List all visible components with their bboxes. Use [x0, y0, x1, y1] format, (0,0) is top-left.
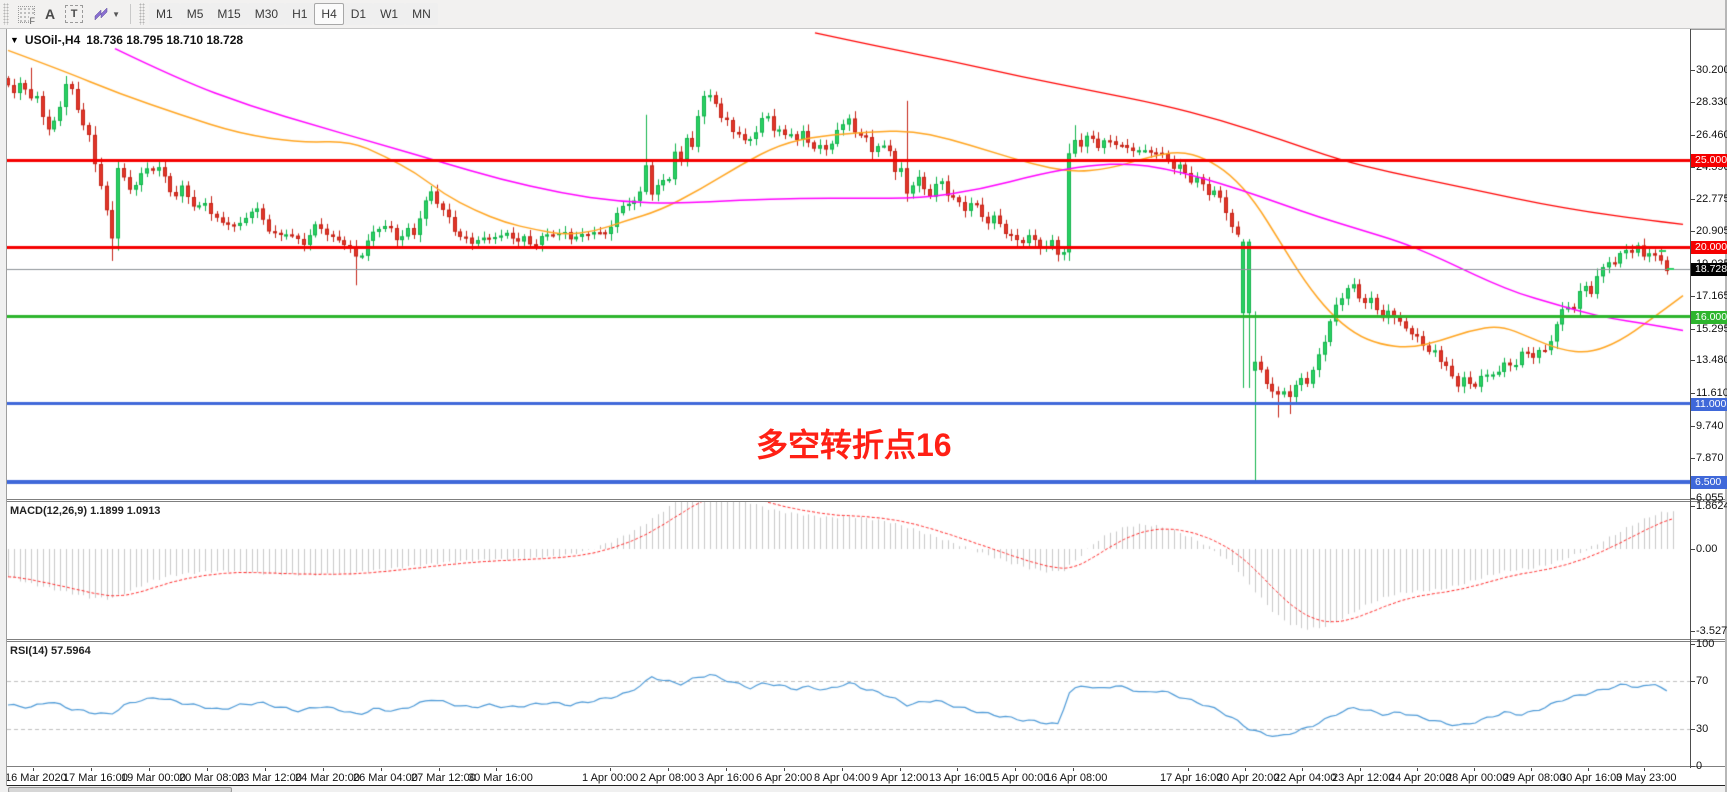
- timeframe-buttons: M1 M5 M15 M30 H1 H4 D1 W1 MN: [149, 3, 438, 25]
- macd-tick-label: 0.00: [1690, 543, 1718, 555]
- price-tick-label: 22.775: [1691, 193, 1727, 206]
- timeframe-button[interactable]: M5: [179, 3, 211, 25]
- main-chart-canvas[interactable]: [0, 29, 1690, 499]
- date-label: 30 Mar 16:00: [468, 768, 533, 784]
- price-level-badge: 11.000: [1691, 397, 1727, 411]
- price-tick-label: 11.610: [1691, 386, 1727, 399]
- date-label: 16 Apr 08:00: [1045, 768, 1108, 784]
- indicator-grid-button[interactable]: F: [13, 3, 40, 26]
- date-label: 9 Apr 12:00: [872, 768, 929, 784]
- date-label: 17 Apr 16:00: [1160, 768, 1223, 784]
- toolbar: F A T ▼ M1 M5 M15 M30 H1 H4 D1 W1 MN: [0, 0, 1727, 29]
- chart-title: ▼ USOil-,H4 18.736 18.795 18.710 18.728: [10, 33, 243, 47]
- rsi-tick-label: 70: [1690, 674, 1709, 687]
- date-label: 24 Apr 20:00: [1389, 768, 1452, 784]
- timeframe-button[interactable]: MN: [405, 3, 438, 25]
- price-level-badge: 18.728: [1691, 263, 1727, 277]
- price-tick-label: 15.295: [1691, 323, 1727, 336]
- rsi-tick-label: 30: [1690, 723, 1709, 736]
- price-level-badge: 6.500: [1691, 475, 1727, 489]
- timeframe-button[interactable]: M15: [210, 3, 248, 25]
- date-label: 3 Apr 16:00: [698, 768, 755, 784]
- price-level-badge: 20.000: [1691, 241, 1727, 254]
- date-label: 20 Mar 08:00: [179, 768, 244, 784]
- price-tick-label: 6.055: [1691, 491, 1724, 504]
- price-tick-label: 20.905: [1691, 225, 1727, 238]
- price-tick-label: 30.200: [1691, 64, 1727, 77]
- bottom-scroll-area: [0, 786, 1727, 792]
- price-tick-label: 7.870: [1691, 452, 1724, 465]
- date-label: 3 May 23:00: [1616, 768, 1677, 784]
- price-level-badge: 16.000: [1691, 310, 1727, 324]
- date-label: 6 Apr 20:00: [756, 768, 813, 784]
- date-label: 27 Mar 12:00: [411, 768, 476, 784]
- timeframe-grip[interactable]: [139, 3, 146, 25]
- date-label: 30 Apr 16:00: [1560, 768, 1623, 784]
- macd-tick-label: -3.5273: [1690, 625, 1727, 638]
- price-tick-label: 28.330: [1691, 96, 1727, 109]
- price-axis-border: [1690, 29, 1691, 768]
- price-tick-label: 17.165: [1691, 290, 1727, 303]
- date-label: 24 Mar 20:00: [295, 768, 360, 784]
- price-level-badge: 25.000: [1691, 154, 1727, 167]
- rsi-panel-divider[interactable]: [0, 639, 1727, 642]
- macd-panel-divider[interactable]: [0, 499, 1727, 502]
- letter-a-icon: A: [45, 6, 56, 22]
- timeframe-button[interactable]: D1: [343, 3, 374, 25]
- symbol-timeframe-label: USOil-,H4: [24, 33, 81, 47]
- date-label: 16 Mar 2020: [5, 768, 67, 784]
- time-axis-border: [0, 785, 1727, 786]
- price-tick-label: 26.460: [1691, 129, 1727, 142]
- rsi-canvas[interactable]: [0, 642, 1690, 766]
- grid-f-label: F: [28, 15, 36, 26]
- window-left-edge: [0, 29, 7, 786]
- timeframe-button[interactable]: H1: [285, 3, 315, 25]
- text-t-icon: T: [65, 5, 84, 23]
- date-label: 23 Mar 12:00: [237, 768, 302, 784]
- timeframe-button[interactable]: W1: [373, 3, 406, 25]
- date-label: 22 Apr 04:00: [1274, 768, 1337, 784]
- date-label: 20 Apr 20:00: [1217, 768, 1280, 784]
- horizontal-scrollbar-thumb[interactable]: [8, 787, 232, 792]
- arrow-tool-button[interactable]: A: [40, 3, 60, 25]
- date-label: 13 Apr 16:00: [929, 768, 992, 784]
- date-label: 29 Apr 08:00: [1503, 768, 1566, 784]
- chevron-down-icon[interactable]: ▼: [10, 35, 19, 45]
- price-tick-label: 13.480: [1691, 354, 1727, 367]
- rsi-tick-label: 100: [1690, 638, 1715, 650]
- time-axis[interactable]: 16 Mar 2020 17 Mar 16:00 19 Mar 00:00 20 Ma…: [0, 768, 1727, 786]
- date-label: 8 Apr 04:00: [814, 768, 871, 784]
- timeframe-button[interactable]: M1: [149, 3, 180, 25]
- window-right-edge: [1725, 0, 1727, 792]
- text-tool-button[interactable]: T: [60, 3, 88, 25]
- rsi-tick-label: 0: [1690, 760, 1703, 772]
- timeframe-button[interactable]: H4: [314, 3, 344, 25]
- ohlc-values: 18.736 18.795 18.710 18.728: [86, 33, 244, 47]
- date-label: 28 Apr 00:00: [1446, 768, 1509, 784]
- objects-tool-button[interactable]: ▼: [88, 3, 125, 25]
- timeframe-button[interactable]: M30: [247, 3, 286, 25]
- date-label: 1 Apr 00:00: [582, 768, 639, 784]
- price-tick-label: 9.740: [1691, 419, 1724, 432]
- date-label: 2 Apr 08:00: [640, 768, 697, 784]
- date-label: 17 Mar 16:00: [63, 768, 128, 784]
- date-label: 19 Mar 00:00: [121, 768, 186, 784]
- macd-tick-label: 1.8624: [1691, 500, 1727, 513]
- macd-canvas[interactable]: [0, 502, 1690, 641]
- toolbar-grip[interactable]: [3, 3, 9, 25]
- date-label: 15 Apr 00:00: [987, 768, 1050, 784]
- macd-label: MACD(12,26,9) 1.1899 1.0913: [10, 505, 161, 517]
- chart-annotation-text[interactable]: 多空转折点16: [756, 427, 952, 463]
- rsi-label: RSI(14) 57.5964: [10, 645, 91, 657]
- draw-objects-icon: [94, 7, 108, 21]
- grid-f-icon: F: [18, 5, 36, 26]
- date-label: 26 Mar 04:00: [353, 768, 418, 784]
- date-label: 23 Apr 12:00: [1332, 768, 1395, 784]
- toolbar-separator: [130, 4, 132, 24]
- chevron-down-icon[interactable]: ▼: [112, 9, 121, 19]
